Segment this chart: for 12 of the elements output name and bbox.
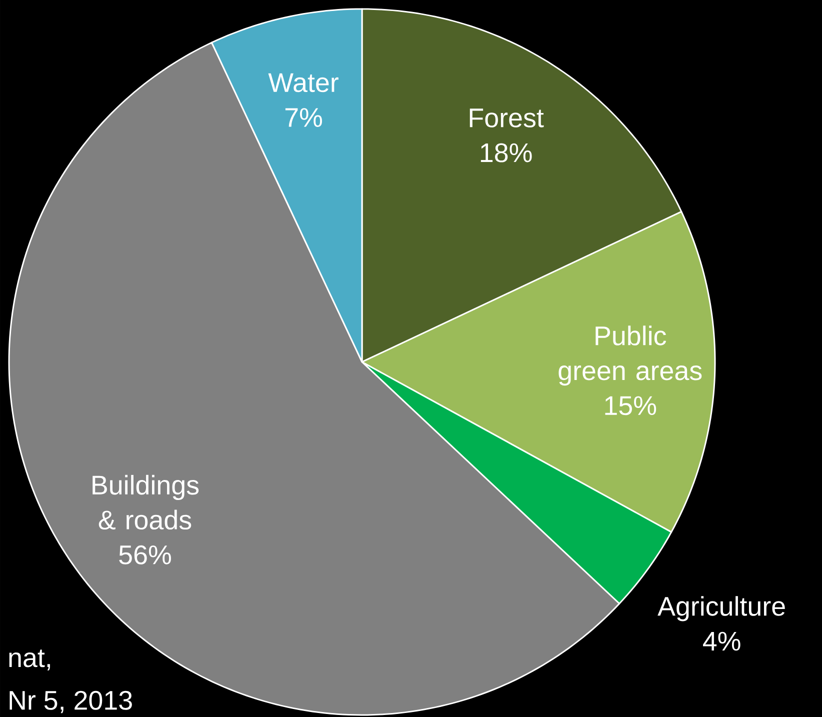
text: Nr 5, 2013 [10,690,132,714]
slice-label: Agriculture [658,596,785,622]
data-label: 15% [605,396,656,416]
data-label: 4% [703,632,740,651]
slice-label: Water [268,73,338,92]
slice-label: Public green areas [558,326,702,386]
data-label: 56% [119,545,171,564]
data-label: 7% [285,108,322,127]
slice-label: Forest [470,108,544,128]
slice-label: Buildings & roads [92,474,199,530]
text: nat, [9,650,50,670]
data-label: 18% [480,143,532,162]
